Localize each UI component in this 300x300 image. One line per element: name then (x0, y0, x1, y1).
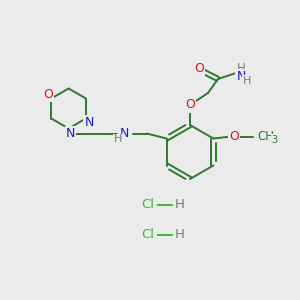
Text: Cl: Cl (142, 199, 154, 212)
Text: N: N (120, 127, 129, 140)
Text: H: H (175, 199, 185, 212)
Text: Cl: Cl (142, 229, 154, 242)
Text: O: O (194, 62, 204, 76)
Text: N: N (84, 116, 94, 129)
Text: H: H (113, 134, 122, 145)
Text: H: H (243, 76, 251, 86)
Text: O: O (230, 130, 239, 143)
Text: CH: CH (257, 130, 274, 143)
Text: N: N (66, 127, 75, 140)
Text: O: O (44, 88, 53, 101)
Text: H: H (175, 229, 185, 242)
Text: 3: 3 (271, 135, 278, 145)
Text: H: H (237, 62, 245, 76)
Text: N: N (236, 70, 246, 83)
Text: O: O (185, 98, 195, 112)
